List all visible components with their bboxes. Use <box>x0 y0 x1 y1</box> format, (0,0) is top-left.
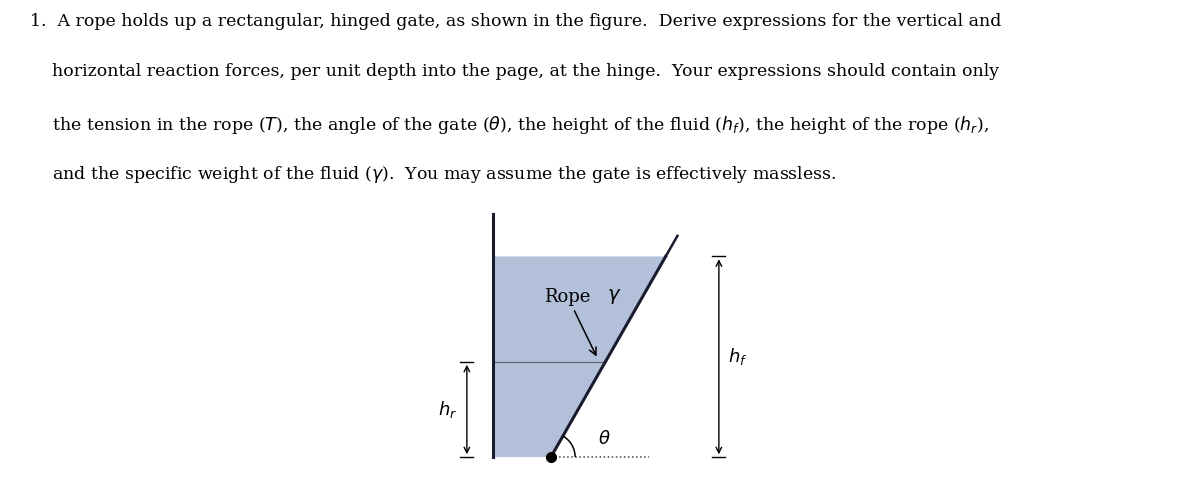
Text: and the specific weight of the fluid ($\gamma$).  You may assume the gate is eff: and the specific weight of the fluid ($\… <box>30 164 836 185</box>
Text: the tension in the rope ($T$), the angle of the gate ($\theta$), the height of t: the tension in the rope ($T$), the angle… <box>30 114 989 136</box>
Text: 1.  A rope holds up a rectangular, hinged gate, as shown in the figure.  Derive : 1. A rope holds up a rectangular, hinged… <box>30 13 1001 30</box>
Text: $\gamma$: $\gamma$ <box>607 287 622 306</box>
Text: $\theta$: $\theta$ <box>598 430 611 448</box>
Text: $h_f$: $h_f$ <box>728 346 748 368</box>
Text: horizontal reaction forces, per unit depth into the page, at the hinge.  Your ex: horizontal reaction forces, per unit dep… <box>30 63 1000 80</box>
Polygon shape <box>493 256 666 457</box>
Text: $h_r$: $h_r$ <box>438 399 457 420</box>
Text: Rope: Rope <box>545 288 596 355</box>
